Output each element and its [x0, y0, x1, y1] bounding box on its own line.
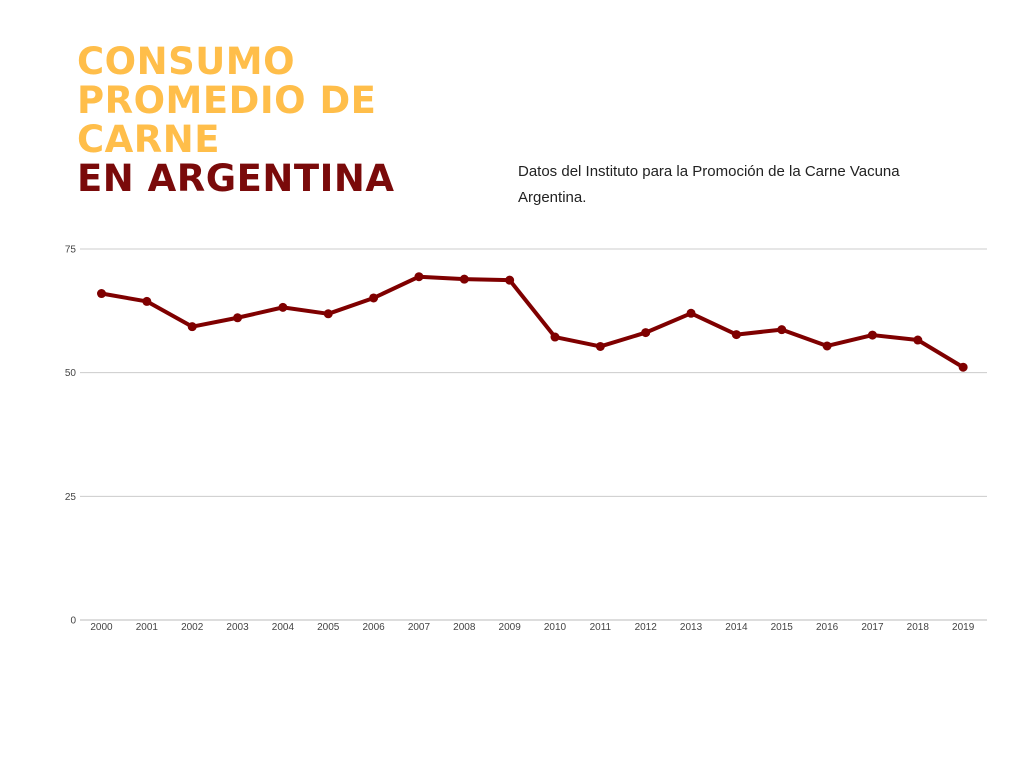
x-tick-label: 2019 [952, 622, 975, 633]
data-point [233, 313, 243, 323]
x-tick-label: 2017 [861, 622, 884, 633]
x-tick-label: 2010 [544, 622, 567, 633]
data-point [777, 325, 787, 335]
x-tick-label: 2005 [317, 622, 340, 633]
x-tick-label: 2013 [680, 622, 703, 633]
title-line-carne: CARNE [77, 118, 221, 161]
title-line-promedio: PROMEDIO DE [77, 79, 377, 122]
x-tick-label: 2007 [408, 622, 431, 633]
x-tick-label: 2002 [181, 622, 204, 633]
page-title: CONSUMO PROMEDIO DE CARNE EN ARGENTINA [77, 42, 394, 198]
data-point [369, 293, 379, 303]
x-tick-label: 2000 [90, 622, 113, 633]
series-line [99, 274, 966, 370]
y-tick-label: 25 [65, 492, 77, 503]
x-tick-label: 2001 [136, 622, 159, 633]
title-line-argentina: EN ARGENTINA [77, 157, 395, 200]
data-point [187, 322, 197, 332]
x-tick-label: 2006 [362, 622, 385, 633]
data-point [505, 275, 515, 285]
data-point [641, 328, 651, 338]
x-tick-label: 2009 [499, 622, 522, 633]
x-tick-label: 2015 [771, 622, 794, 633]
x-tick-label: 2011 [590, 622, 612, 633]
data-point [958, 362, 968, 372]
data-point [278, 302, 288, 312]
y-tick-label: 75 [65, 245, 77, 256]
data-point [323, 309, 333, 319]
y-tick-label: 0 [70, 616, 76, 627]
x-tick-label: 2018 [907, 622, 930, 633]
data-point [731, 330, 741, 340]
data-point [459, 274, 469, 284]
x-tick-label: 2016 [816, 622, 839, 633]
x-tick-label: 2014 [725, 622, 748, 633]
data-point [867, 330, 877, 340]
x-tick-label: 2012 [635, 622, 658, 633]
data-point [595, 341, 605, 351]
x-tick-label: 2008 [453, 622, 476, 633]
data-point [913, 335, 923, 345]
title-line-consumo: CONSUMO [77, 40, 296, 83]
x-tick-label: 2003 [226, 622, 249, 633]
y-tick-label: 50 [65, 368, 77, 379]
data-point [97, 289, 106, 299]
data-point [142, 296, 152, 306]
data-point [686, 308, 696, 318]
data-point [822, 341, 832, 351]
x-tick-label: 2004 [272, 622, 295, 633]
source-note: Datos del Instituto para la Promoción de… [518, 163, 900, 206]
data-point [414, 272, 424, 282]
data-point [550, 332, 560, 342]
